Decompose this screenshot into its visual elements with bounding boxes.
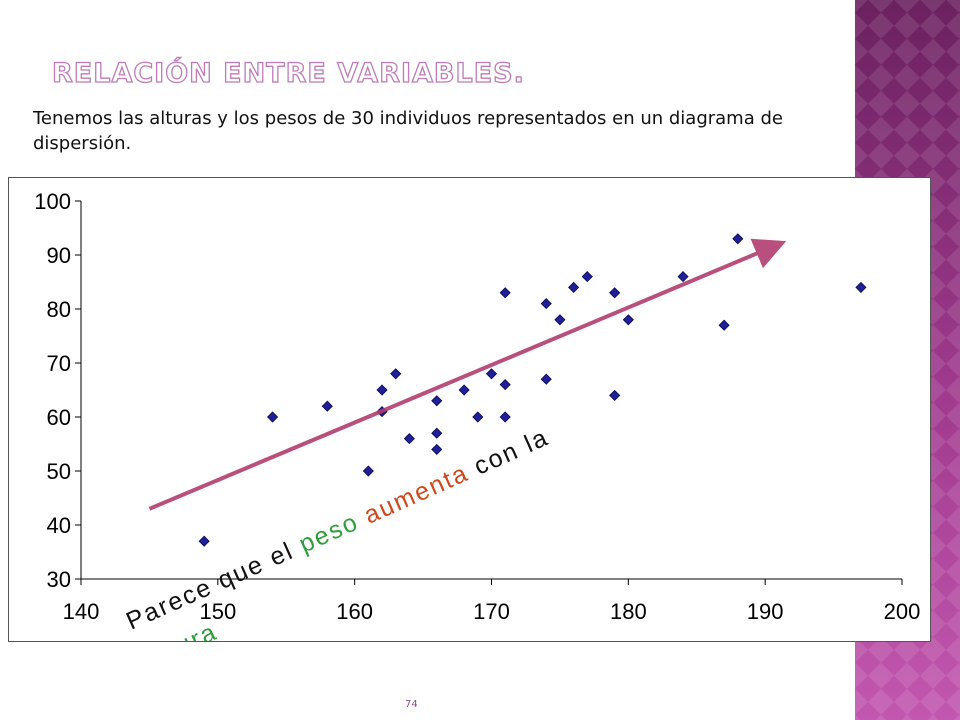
- data-point: [581, 271, 593, 283]
- y-tick-label: 80: [47, 297, 71, 322]
- data-point: [499, 379, 511, 391]
- data-point: [198, 535, 210, 547]
- data-point: [267, 411, 279, 423]
- annotation-aumenta: aumenta: [360, 459, 473, 530]
- data-point: [499, 287, 511, 299]
- y-tick-label: 60: [47, 405, 71, 430]
- y-tick-label: 50: [47, 459, 71, 484]
- annotation-peso: peso: [295, 508, 363, 559]
- slide-title: Relación entre variables.: [51, 57, 525, 89]
- x-tick-label: 200: [884, 599, 921, 624]
- data-point: [540, 373, 552, 385]
- data-point: [485, 368, 498, 380]
- data-point: [362, 465, 374, 477]
- data-point: [718, 319, 730, 331]
- data-point: [403, 433, 415, 445]
- data-point: [472, 411, 484, 423]
- data-point: [732, 233, 744, 245]
- axes: 30 40 50 60 70 80 90 100 140 150 160 170 180 190 200: [34, 189, 920, 624]
- data-point: [390, 368, 402, 380]
- data-points: [198, 233, 867, 547]
- y-tick-label: 70: [47, 351, 71, 376]
- y-tick-label: 100: [34, 189, 71, 214]
- data-point: [540, 298, 552, 310]
- data-point: [554, 314, 566, 326]
- data-point: [855, 281, 867, 293]
- y-tick-label: 90: [47, 243, 71, 268]
- x-tick-label: 170: [473, 599, 510, 624]
- data-point: [458, 384, 470, 396]
- y-tick-label: 40: [47, 513, 71, 538]
- x-tick-label: 180: [610, 599, 647, 624]
- data-point: [376, 384, 388, 396]
- annotation-part-5: con la: [462, 423, 553, 484]
- x-tick-label: 190: [747, 599, 784, 624]
- data-point: [568, 281, 580, 293]
- x-tick-label: 140: [63, 599, 100, 624]
- data-point: [499, 411, 511, 423]
- chart-frame: 30 40 50 60 70 80 90 100 140 150 160 170 180 190 200 P…: [8, 177, 931, 673]
- x-tick-label: 160: [336, 599, 373, 624]
- trend-arrow: [148, 238, 787, 511]
- data-point: [609, 389, 621, 401]
- x-tick-label: 150: [199, 599, 236, 624]
- y-tick-label: 30: [47, 567, 71, 592]
- data-point: [677, 271, 689, 283]
- data-point: [431, 395, 443, 407]
- intro-text: Tenemos las alturas y los pesos de 30 in…: [33, 108, 783, 154]
- page-number: 74: [405, 699, 418, 710]
- data-point: [609, 287, 621, 299]
- data-point: [431, 443, 443, 455]
- data-point: [622, 314, 634, 326]
- data-point: [431, 427, 443, 439]
- data-point: [321, 400, 333, 412]
- trend-arrow-group: [148, 238, 787, 511]
